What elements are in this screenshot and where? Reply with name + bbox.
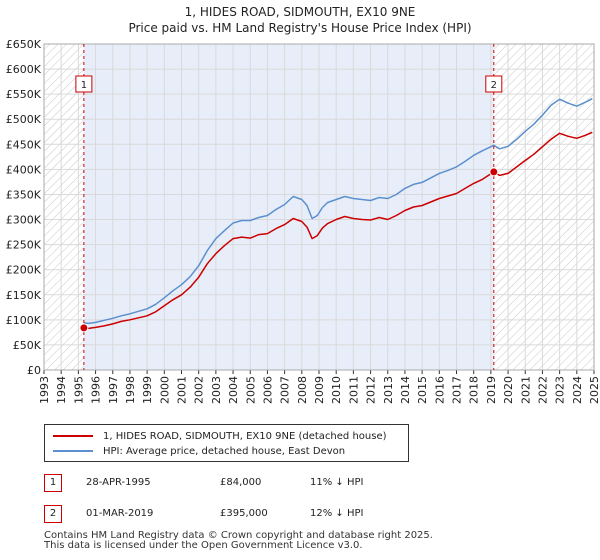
y-tick-label: £350K: [6, 188, 42, 201]
legend-swatch-hpi: [53, 450, 93, 452]
x-tick-label: 2015: [416, 376, 429, 404]
x-tick-label: 2010: [330, 376, 343, 404]
annotation-label: 1: [81, 80, 87, 91]
transaction-badge: 1: [44, 474, 62, 492]
y-tick-label: £150K: [6, 289, 42, 302]
price-chart: £0 £50K £100K £150K £200K £250K £300K £350K £400…: [6, 38, 600, 404]
x-tick-label: 1997: [107, 376, 120, 404]
y-tick-label: £650K: [6, 38, 42, 51]
x-tick-label: 2011: [347, 376, 360, 404]
x-tick-label: 1998: [124, 376, 137, 404]
y-tick-label: £200K: [6, 264, 42, 277]
x-tick-label: 2025: [588, 376, 600, 404]
y-tick-label: £500K: [6, 113, 42, 126]
annotation-badge: [485, 75, 503, 93]
x-tick-label: 1996: [90, 376, 103, 404]
y-tick-label: £450K: [6, 138, 42, 151]
x-tick-label: 2017: [451, 376, 464, 404]
transaction-hpi: 12% ↓ HPI: [310, 508, 364, 519]
x-tick-label: 2003: [210, 376, 223, 404]
x-tick-label: 2012: [365, 376, 378, 404]
annotation-label: 2: [491, 80, 497, 91]
transaction-hpi: 11% ↓ HPI: [310, 477, 364, 488]
y-tick-label: £600K: [6, 63, 42, 76]
x-tick-label: 2001: [176, 376, 189, 404]
chart-series: [83, 98, 593, 330]
x-tick-label: 1994: [55, 376, 68, 404]
y-tick-label: £550K: [6, 88, 42, 101]
x-tick-label: 2014: [399, 376, 412, 404]
chart-title: 1, HIDES ROAD, SIDMOUTH, EX10 9NE Price …: [0, 4, 600, 36]
x-tick-label: 2006: [261, 376, 274, 404]
x-tick-label: 2009: [313, 376, 326, 404]
legend-label-property: 1, HIDES ROAD, SIDMOUTH, EX10 9NE (detac…: [103, 430, 387, 442]
x-tick-label: 2013: [382, 376, 395, 404]
legend-item-hpi: HPI: Average price, detached house, East…: [53, 444, 345, 458]
sale-point-marker: [79, 323, 89, 333]
x-tick-label: 2022: [536, 376, 549, 404]
chart-axes: £0 £50K £100K £150K £200K £250K £300K £350K £400…: [6, 38, 600, 404]
x-tick-label: 2019: [485, 376, 498, 404]
x-tick-label: 2023: [554, 376, 567, 404]
series-line-hpi: [83, 98, 593, 325]
y-tick-label: £400K: [6, 163, 42, 176]
x-tick-label: 2016: [433, 376, 446, 404]
transaction-badge: 2: [44, 505, 62, 523]
y-tick-label: £250K: [6, 239, 42, 252]
footer: Contains HM Land Registry data © Crown c…: [44, 531, 433, 551]
hatched-region: [493, 44, 594, 370]
x-tick-label: 2021: [519, 376, 532, 404]
x-tick-label: 2007: [279, 376, 292, 404]
legend-swatch-property: [53, 435, 93, 437]
x-tick-label: 1999: [141, 376, 154, 404]
hatched-region: [44, 44, 84, 370]
y-tick-label: £100K: [6, 314, 42, 327]
annotation-badge: [75, 75, 93, 93]
transaction-date: 28-APR-1995: [86, 477, 151, 488]
plot-frame: [43, 43, 595, 371]
title-line-1: 1, HIDES ROAD, SIDMOUTH, EX10 9NE: [184, 5, 416, 19]
x-tick-label: 2024: [571, 376, 584, 404]
transaction-date: 01-MAR-2019: [86, 508, 154, 519]
highlight-region: [83, 44, 494, 370]
legend-label-hpi: HPI: Average price, detached house, East…: [103, 445, 346, 457]
chart-legend: 1, HIDES ROAD, SIDMOUTH, EX10 9NE (detac…: [44, 424, 409, 462]
footer-line-1: Contains HM Land Registry data © Crown c…: [44, 530, 433, 541]
x-tick-label: 1993: [38, 376, 51, 404]
x-tick-label: 2018: [468, 376, 481, 404]
x-tick-label: 1995: [72, 376, 85, 404]
sale-point-marker: [489, 167, 499, 177]
title-line-2: Price paid vs. HM Land Registry's House …: [128, 21, 472, 35]
x-tick-label: 2020: [502, 376, 515, 404]
footer-line-2: This data is licensed under the Open Gov…: [44, 540, 363, 551]
x-tick-label: 2008: [296, 376, 309, 404]
y-tick-label: £300K: [6, 214, 42, 227]
y-tick-label: £50K: [13, 339, 42, 352]
transaction-price: £84,000: [220, 477, 262, 488]
transaction-price: £395,000: [220, 508, 268, 519]
x-tick-label: 2000: [158, 376, 171, 404]
series-line-property: [83, 131, 593, 330]
y-tick-label: £0: [27, 364, 41, 377]
x-tick-label: 2005: [244, 376, 257, 404]
legend-item-property: 1, HIDES ROAD, SIDMOUTH, EX10 9NE (detac…: [53, 429, 387, 443]
x-tick-label: 2002: [193, 376, 206, 404]
x-tick-label: 2004: [227, 376, 240, 404]
